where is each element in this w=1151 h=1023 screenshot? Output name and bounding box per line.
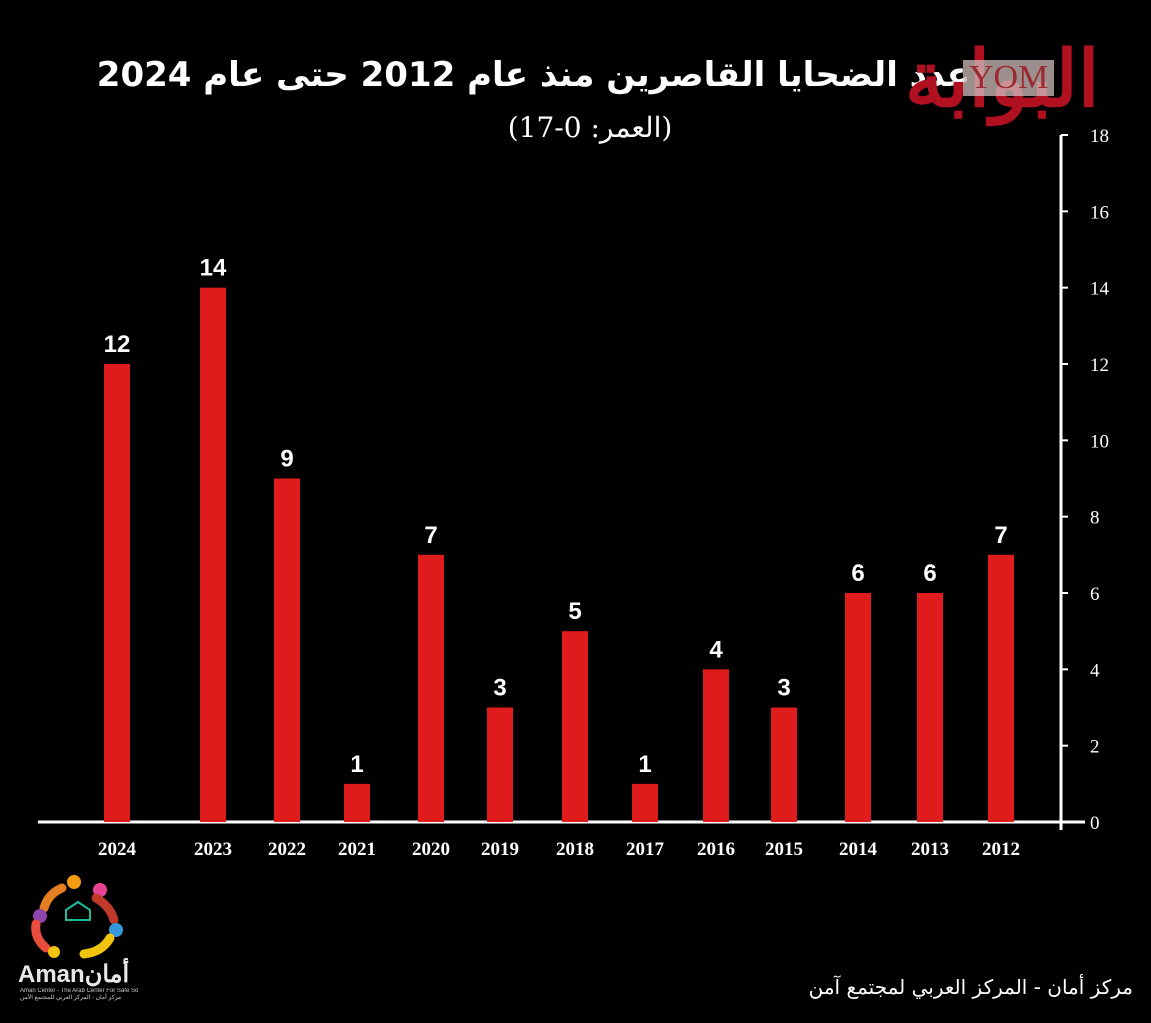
y-tick-label: 0 bbox=[1090, 813, 1100, 834]
value-label-2019: 3 bbox=[493, 675, 506, 702]
category-label-2017: 2017 bbox=[626, 839, 665, 860]
logo-tagline: Aman Center - The Arab Center For Safe S… bbox=[20, 988, 138, 1002]
value-label-2024: 12 bbox=[104, 331, 131, 358]
chart-subtitle: (العمر: 0-17) bbox=[507, 111, 673, 144]
category-label-2016: 2016 bbox=[697, 839, 735, 860]
y-tick-label: 8 bbox=[1090, 508, 1100, 529]
bar-2022 bbox=[274, 478, 300, 822]
category-label-2013: 2013 bbox=[911, 839, 949, 860]
logo-tagline-en: Aman Center - The Arab Center For Safe S… bbox=[20, 988, 138, 994]
bars-group bbox=[104, 287, 1014, 823]
chart-title: عدد الضحايا القاصرين منذ عام 2012 حتى عا… bbox=[96, 55, 970, 95]
category-label-2014: 2014 bbox=[839, 839, 878, 860]
bar-2018 bbox=[562, 631, 588, 822]
bar-2021 bbox=[344, 783, 370, 822]
category-label-2023: 2023 bbox=[194, 839, 232, 860]
value-label-2012: 7 bbox=[994, 522, 1007, 549]
category-label-2018: 2018 bbox=[556, 839, 594, 860]
y-tick-label: 16 bbox=[1090, 202, 1109, 223]
value-label-2013: 6 bbox=[923, 560, 936, 587]
y-tick-label: 6 bbox=[1090, 584, 1100, 605]
value-label-2020: 7 bbox=[424, 522, 437, 549]
value-label-2023: 14 bbox=[200, 255, 227, 282]
y-tick-label: 4 bbox=[1090, 660, 1100, 681]
value-label-2018: 5 bbox=[568, 598, 581, 625]
value-label-2016: 4 bbox=[709, 636, 723, 663]
watermark-yom-text: YOM bbox=[963, 60, 1055, 96]
logo-tagline-ar: مركز أمان - المركز العربي للمجتمع الآمن bbox=[20, 995, 122, 1001]
bar-2024 bbox=[104, 364, 130, 822]
value-label-2014: 6 bbox=[851, 560, 864, 587]
y-tick-label: 18 bbox=[1090, 126, 1109, 147]
logo-wordmark: Amanأمان bbox=[18, 961, 130, 988]
y-axis-ticks: 0 2 4 6 8 10 12 14 16 18 bbox=[1061, 126, 1110, 834]
bar-2013 bbox=[917, 593, 943, 822]
value-label-2021: 1 bbox=[350, 751, 363, 778]
category-label-2024: 2024 bbox=[98, 839, 137, 860]
value-label-2015: 3 bbox=[777, 675, 790, 702]
bar-2012 bbox=[988, 554, 1014, 822]
footer-credit: مركز أمان - المركز العربي لمجتمع آمن bbox=[808, 975, 1133, 999]
category-label-2012: 2012 bbox=[982, 839, 1020, 860]
bar-2020 bbox=[418, 554, 444, 822]
value-label-2022: 9 bbox=[280, 446, 293, 473]
category-labels-group: 2024 2023 2022 2021 2020 2019 2018 2017 2016 2015… bbox=[98, 839, 1020, 860]
bar-2016 bbox=[703, 669, 729, 822]
category-label-2019: 2019 bbox=[481, 839, 519, 860]
y-tick-label: 14 bbox=[1090, 279, 1110, 300]
value-label-2017: 1 bbox=[638, 751, 651, 778]
y-tick-label: 2 bbox=[1090, 737, 1100, 758]
aman-center-logo: Amanأمان Aman Center - The Arab Center F… bbox=[18, 872, 138, 1007]
category-label-2022: 2022 bbox=[268, 839, 306, 860]
bar-2017 bbox=[632, 783, 658, 822]
bar-2023 bbox=[200, 287, 226, 823]
category-label-2021: 2021 bbox=[338, 839, 376, 860]
category-label-2020: 2020 bbox=[412, 839, 450, 860]
publisher-watermark: البوابة YOM bbox=[905, 30, 1145, 140]
y-tick-label: 12 bbox=[1090, 355, 1109, 376]
bar-2015 bbox=[771, 707, 797, 822]
bar-2014 bbox=[845, 593, 871, 822]
y-tick-label: 10 bbox=[1090, 431, 1109, 452]
category-label-2015: 2015 bbox=[765, 839, 803, 860]
aman-logo-emblem-icon bbox=[31, 875, 123, 959]
bar-2019 bbox=[487, 707, 513, 822]
